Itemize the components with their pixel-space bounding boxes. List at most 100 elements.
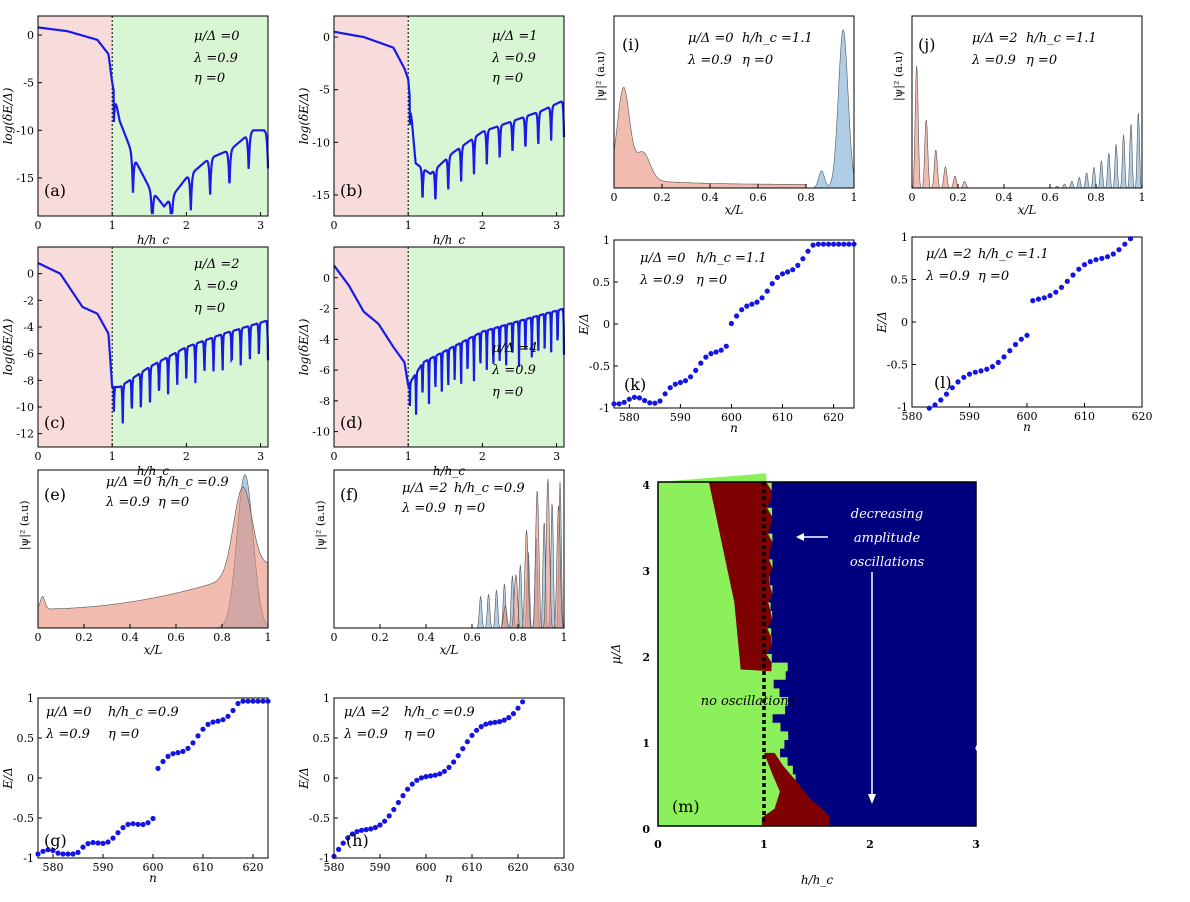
energy-point xyxy=(130,821,136,827)
annotation-text: μ/Δ =4 xyxy=(492,341,538,356)
energy-point xyxy=(336,846,342,853)
energy-point xyxy=(220,717,226,723)
energy-point xyxy=(961,374,967,380)
x-tick-label: 2 xyxy=(479,219,486,232)
annotation-text: η =0 xyxy=(492,71,523,86)
y-axis-label: log(δE/Δ) xyxy=(1,318,15,375)
energy-point xyxy=(647,400,653,406)
x-tick-label: 580 xyxy=(43,861,64,874)
energy-point xyxy=(145,820,151,826)
arrow-left-head xyxy=(796,533,804,541)
energy-point xyxy=(677,379,684,386)
psi-red-area xyxy=(334,478,565,629)
y-tick-label: -15 xyxy=(312,189,330,202)
panel-e: 0 0.2 0.4 0.6 0.8 1 x/L |ψ|² (a.u) μ/Δ =0 h/h_c =… xyxy=(18,469,272,657)
plot-frame xyxy=(37,697,269,859)
y-tick-label: -0.5 xyxy=(589,360,610,373)
x-tick-label: 620 xyxy=(243,861,264,874)
energy-point xyxy=(255,698,261,704)
energy-point xyxy=(1058,284,1065,290)
energy-point xyxy=(215,718,221,724)
energy-point xyxy=(372,824,378,831)
energy-point xyxy=(841,241,847,247)
energy-point xyxy=(70,851,76,857)
energy-point xyxy=(423,774,429,780)
low-field-region xyxy=(38,16,113,216)
energy-point xyxy=(851,241,857,247)
annotation-text: η =0 xyxy=(1024,553,1055,568)
energy-point xyxy=(1093,257,1099,263)
y-tick-label: -8 xyxy=(23,374,34,387)
energy-point xyxy=(382,818,388,824)
energy-point xyxy=(1018,336,1024,342)
energy-point xyxy=(749,301,755,307)
arrow-down-head xyxy=(868,794,876,804)
energy-point xyxy=(170,751,176,757)
x-axis-label: x/L xyxy=(144,643,163,657)
plot-border xyxy=(37,246,269,448)
x-tick-label: 630 xyxy=(554,861,575,874)
annotation-text: λ =0.9 xyxy=(401,501,446,516)
energy-point xyxy=(966,371,973,377)
energy-point xyxy=(1012,341,1019,348)
energy-point xyxy=(815,241,821,247)
panel-h: 580 590 600 610 620 630 1 0.5 0 -0.5 -1 n E/Δ μ/Δ =2 h… xyxy=(297,692,575,885)
x-tick-label: 590 xyxy=(370,861,391,874)
energy-point xyxy=(265,698,271,704)
energy-point xyxy=(846,241,852,247)
y-tick-label: -1 xyxy=(599,402,610,415)
x-tick-label: 600 xyxy=(143,861,164,874)
energy-point xyxy=(1053,289,1059,295)
energy-point xyxy=(621,399,627,405)
y-axis-label: E/Δ xyxy=(577,313,591,335)
panel-label: (j) xyxy=(918,35,935,54)
energy-point xyxy=(185,745,191,752)
energy-point xyxy=(510,711,516,717)
energy-point xyxy=(688,374,694,380)
panel-k: 580 590 600 610 620 1 0.5 0 -0.5 -1 n E/Δ μ/Δ =0 h/h_… xyxy=(577,234,857,435)
x-tick-label: 0.2 xyxy=(75,631,93,644)
energy-point xyxy=(1099,255,1105,261)
y-tick-label: 3 xyxy=(642,565,650,578)
energy-point xyxy=(230,707,236,714)
panel-l: 580 590 600 610 620 1 0.5 0 -0.5 -1 n E/Δ μ/Δ =2 h/h_… xyxy=(875,231,1153,434)
y-tick-label: -0.5 xyxy=(13,812,34,825)
panel-label: (c) xyxy=(44,413,65,432)
energy-point xyxy=(492,719,498,725)
energy-point xyxy=(391,806,397,813)
y-tick-label: 0.5 xyxy=(891,274,909,287)
energy-point xyxy=(418,775,424,781)
energy-point xyxy=(723,343,729,349)
y-axis-label: log(δE/Δ) xyxy=(297,318,311,375)
x-tick-label: 0 xyxy=(35,219,42,232)
annotation-text: λ =0.9 xyxy=(491,51,536,66)
panel-j: 0 0.2 0.4 0.6 0.8 1 x/L |ψ|² (a.u) μ/Δ =2 h/h_c =… xyxy=(892,15,1146,217)
energy-point xyxy=(40,848,46,854)
energy-point xyxy=(85,841,91,847)
energy-point xyxy=(657,398,663,404)
energy-point xyxy=(487,720,493,726)
energy-point xyxy=(1030,298,1036,304)
energy-point xyxy=(943,391,950,397)
annotation-text: μ/Δ =2 xyxy=(926,247,972,262)
x-tick-label: 3 xyxy=(553,219,560,232)
x-tick-label: 1 xyxy=(109,450,116,463)
energy-point xyxy=(349,831,355,837)
delta-e-line xyxy=(37,262,270,424)
x-tick-label: 0.6 xyxy=(1041,191,1059,204)
energy-point xyxy=(225,713,231,719)
energy-point xyxy=(995,359,1001,365)
energy-point xyxy=(354,829,360,835)
x-axis-label: n xyxy=(149,871,157,885)
region-label: amplitude xyxy=(979,716,1046,731)
x-tick-label: 1 xyxy=(405,450,412,463)
x-tick-label: 2 xyxy=(183,450,190,463)
x-axis-label: x/L xyxy=(725,203,744,217)
x-tick-label: 0.4 xyxy=(417,631,435,644)
annotation-text: μ/Δ =2 xyxy=(972,31,1018,46)
annotation-text: η =0 xyxy=(158,495,189,510)
y-axis-label: |ψ|² (a.u) xyxy=(594,51,608,101)
energy-point xyxy=(150,815,156,822)
energy-point xyxy=(428,773,434,779)
energy-point xyxy=(235,700,241,707)
